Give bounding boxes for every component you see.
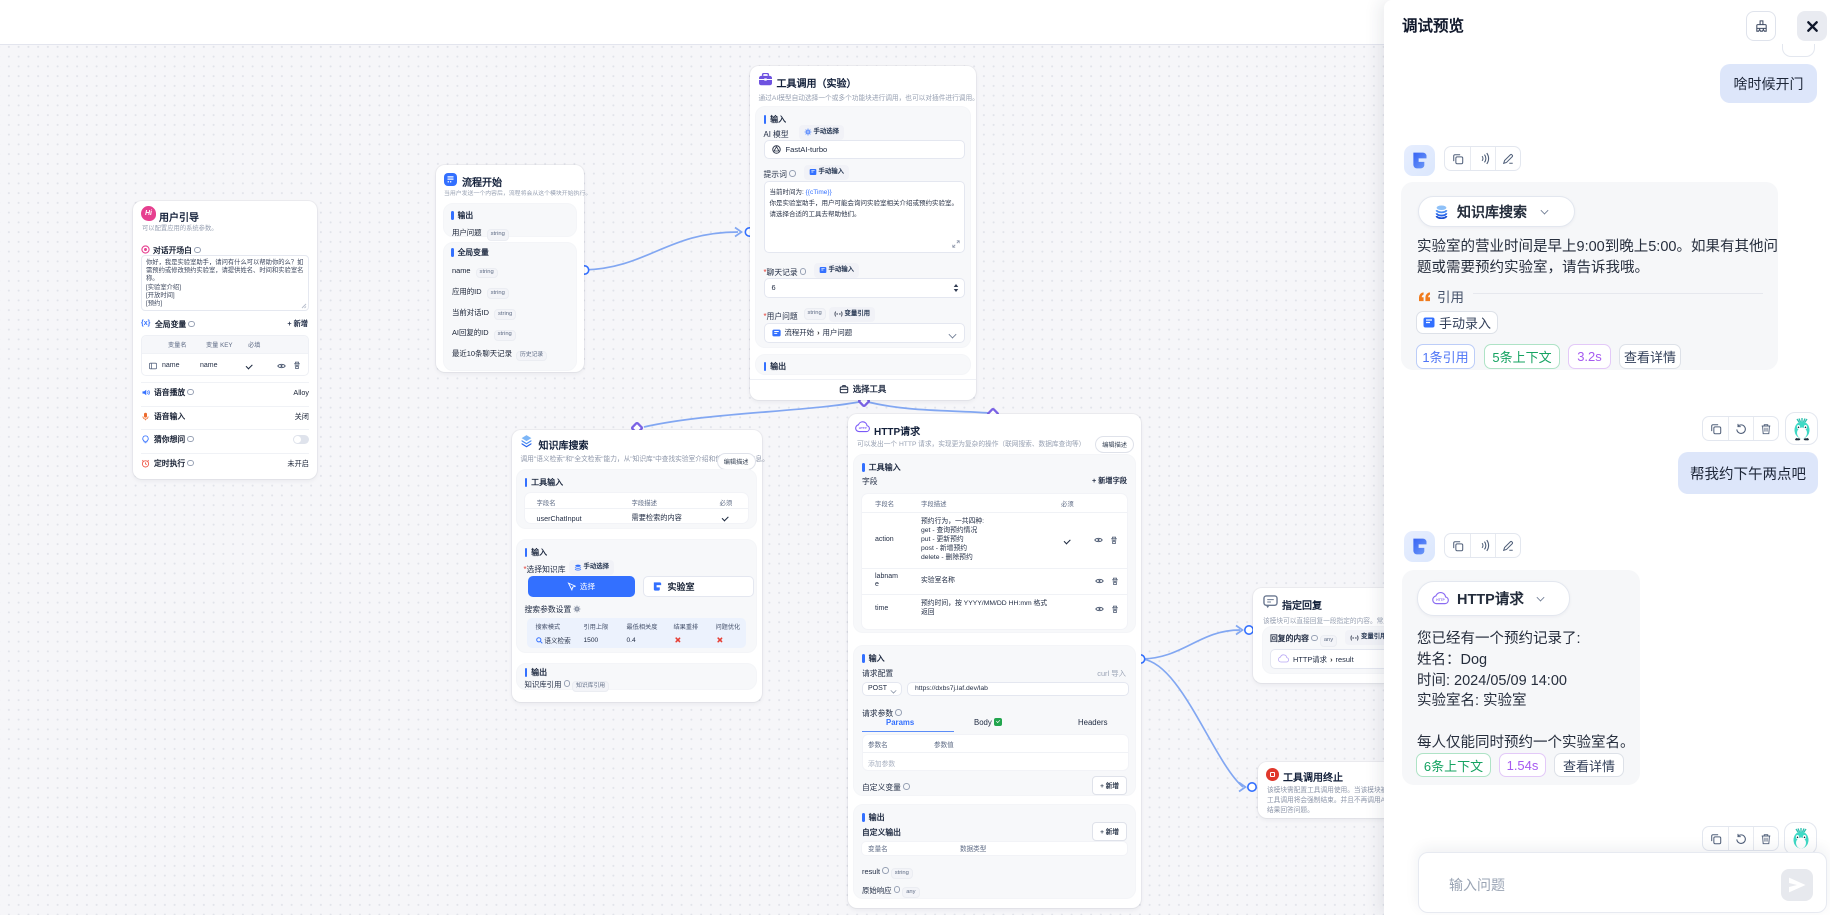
svg-text:HTTP: HTTP xyxy=(1436,597,1445,601)
svg-text:HTTP: HTTP xyxy=(859,426,867,430)
